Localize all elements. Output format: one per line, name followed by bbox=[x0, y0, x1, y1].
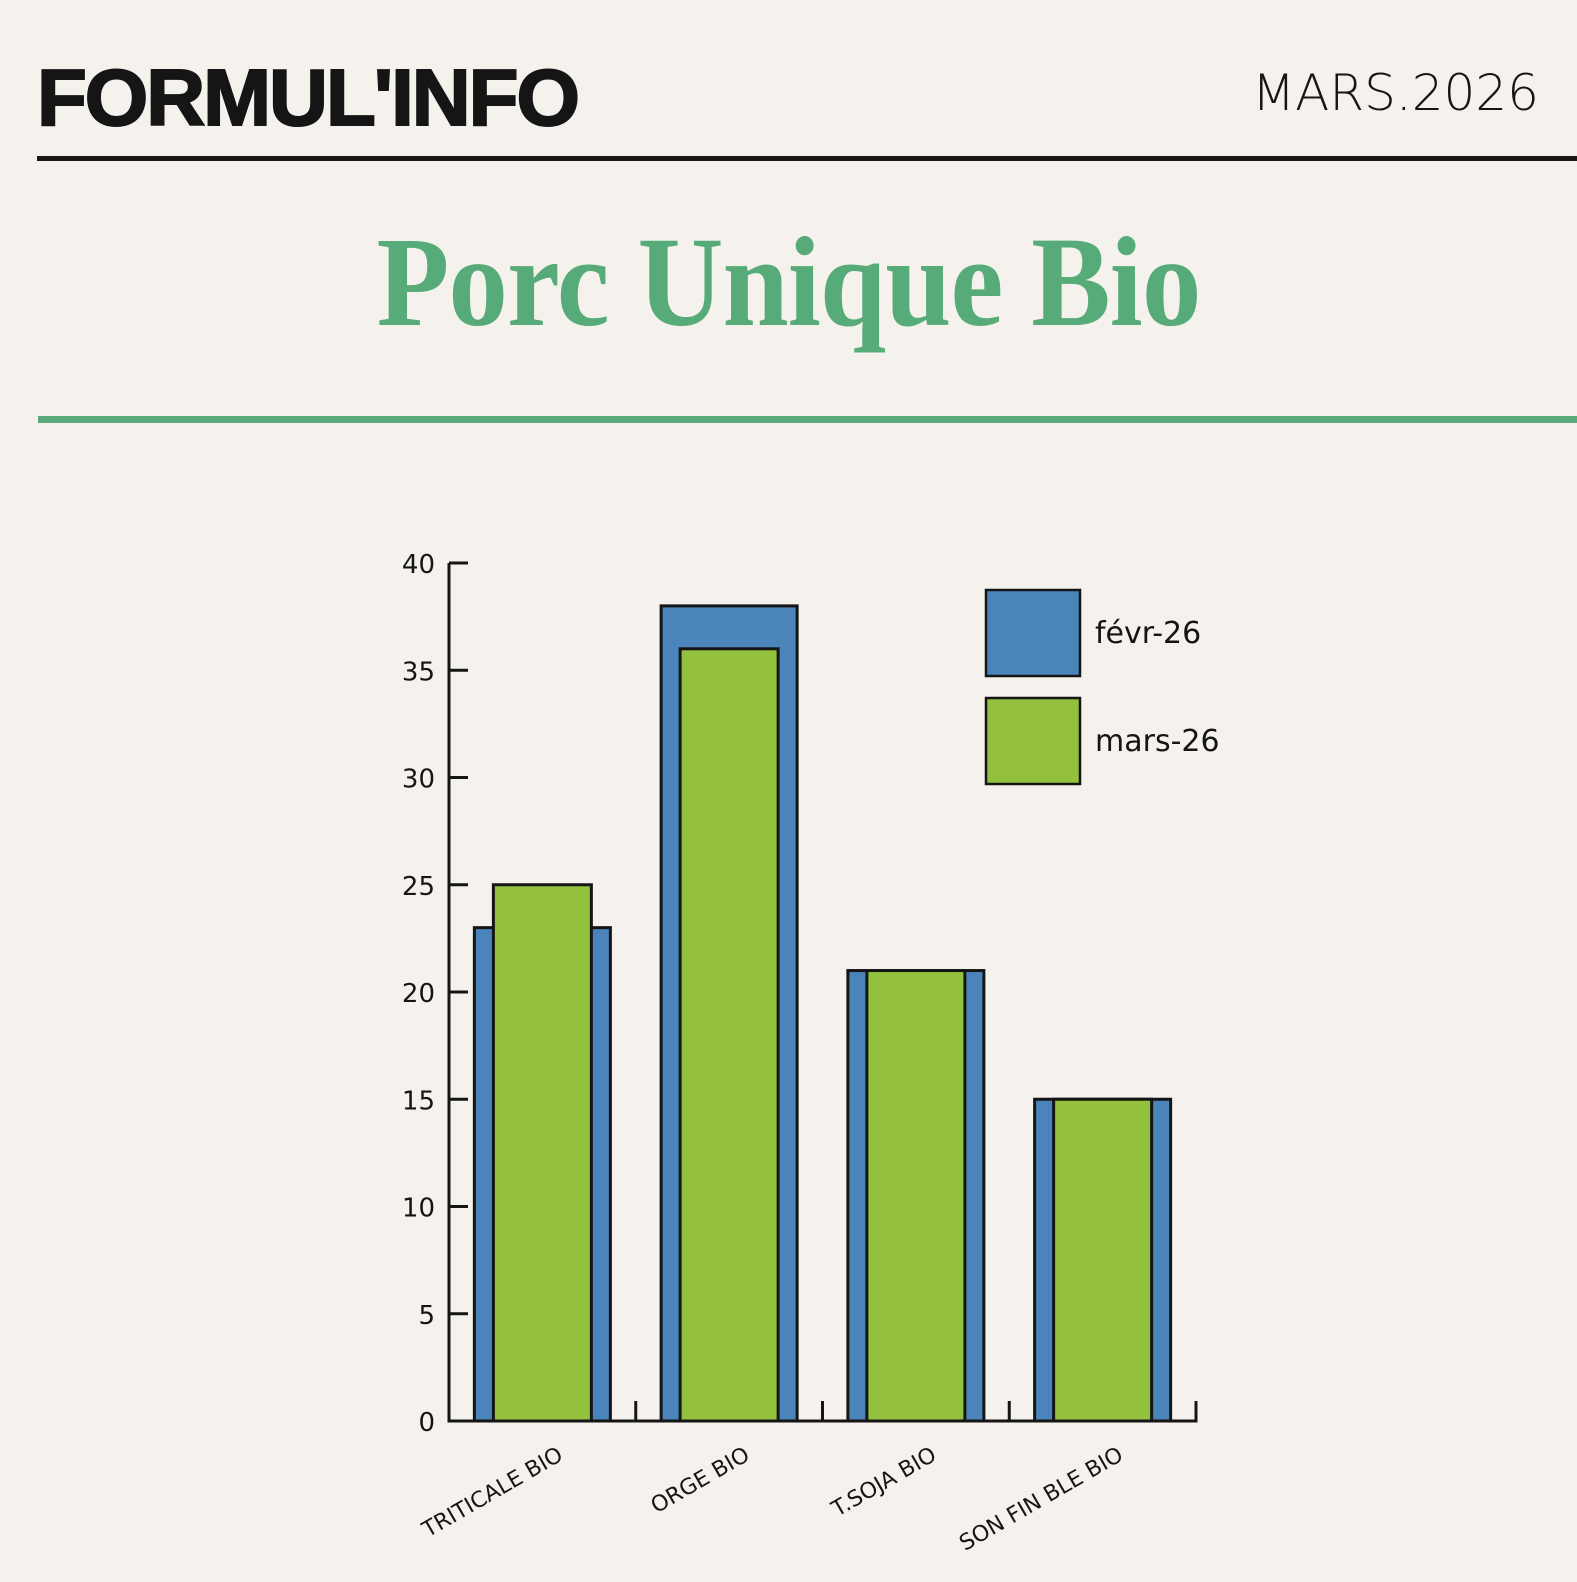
y-tick-label: 0 bbox=[418, 1408, 435, 1438]
bar-mars-26 bbox=[1052, 1097, 1154, 1423]
legend-label: févr-26 bbox=[1095, 616, 1201, 651]
bar-mars-26 bbox=[491, 883, 593, 1423]
y-tick-label: 25 bbox=[402, 872, 435, 902]
y-tick-label: 5 bbox=[418, 1301, 435, 1331]
x-tick-label: TRITICALE BIO bbox=[418, 1443, 568, 1544]
issue-date: MARS.2026 bbox=[1252, 64, 1539, 122]
y-tick-label: 20 bbox=[402, 979, 435, 1009]
y-tick-label: 40 bbox=[402, 550, 435, 580]
legend-label: mars-26 bbox=[1095, 724, 1220, 759]
title-divider bbox=[38, 416, 1577, 423]
y-tick-label: 35 bbox=[402, 657, 435, 687]
brand-logo: FORMUL'INFO bbox=[36, 53, 581, 142]
legend-swatch-févr-26 bbox=[984, 588, 1082, 678]
chart-bars bbox=[472, 604, 1173, 1423]
x-tick-label: T.SOJA BIO bbox=[827, 1443, 941, 1523]
chart-legend: févr-26 mars-26 bbox=[984, 588, 1220, 786]
y-tick-label: 10 bbox=[402, 1194, 435, 1224]
x-tick-label: ORGE BIO bbox=[647, 1443, 754, 1519]
y-tick-label: 30 bbox=[402, 765, 435, 795]
legend-swatch-mars-26 bbox=[984, 696, 1082, 786]
x-tick-label: SON FIN BLE BIO bbox=[955, 1443, 1127, 1557]
bar-mars-26 bbox=[678, 647, 780, 1423]
page-title: Porc Unique Bio bbox=[376, 211, 1202, 353]
y-tick-label: 15 bbox=[402, 1086, 435, 1116]
bar-mars-26 bbox=[865, 969, 967, 1423]
header-divider bbox=[37, 156, 1577, 161]
